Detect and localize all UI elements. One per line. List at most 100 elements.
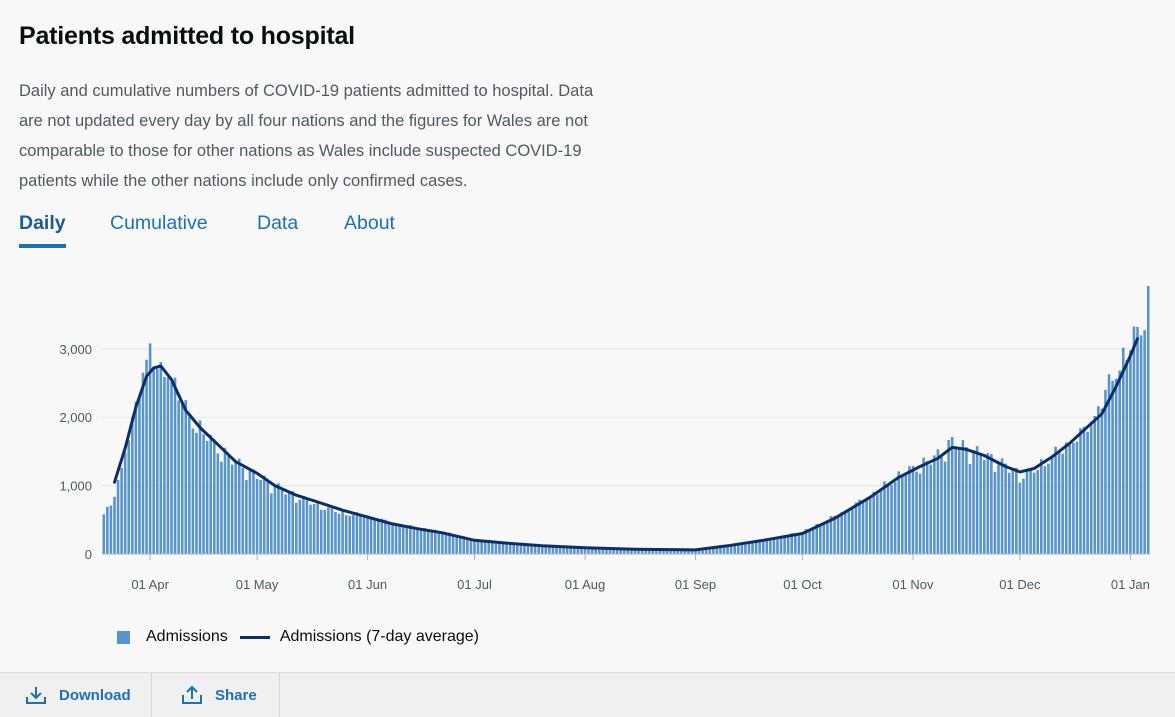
admissions-bar xyxy=(687,549,690,554)
chart-area: 0 1,000 2,000 3,000 01 Apr 01 May 01 Jun 01 Jul… xyxy=(0,280,1175,600)
admissions-bar xyxy=(900,476,904,554)
admissions-bar xyxy=(786,535,790,554)
x-tick-label: 01 Nov xyxy=(892,577,934,592)
admissions-bar xyxy=(316,501,319,554)
admissions-bar xyxy=(480,541,483,554)
admissions-bar xyxy=(647,549,651,554)
admissions-bar xyxy=(605,548,608,554)
tab-about[interactable]: About xyxy=(344,212,395,234)
admissions-bar xyxy=(270,493,273,554)
y-tick-label: 2,000 xyxy=(59,410,92,425)
admissions-bar xyxy=(540,545,544,554)
admissions-bar xyxy=(519,545,523,554)
admissions-bar xyxy=(868,497,872,554)
admissions-bar xyxy=(441,533,444,554)
admissions-bar xyxy=(434,529,437,554)
admissions-bar xyxy=(1043,466,1047,554)
admissions-bar xyxy=(227,455,230,554)
admissions-bar xyxy=(1097,406,1100,554)
admissions-bar xyxy=(747,542,751,554)
admissions-bar xyxy=(430,531,434,554)
admissions-bar xyxy=(569,547,573,554)
admissions-bar xyxy=(986,453,990,554)
admissions-bar xyxy=(883,481,886,554)
admissions-bar xyxy=(1000,458,1004,554)
admissions-bar xyxy=(886,483,890,554)
admissions-bar xyxy=(1015,467,1018,554)
admissions-bar xyxy=(1121,347,1125,554)
admissions-bar xyxy=(818,524,822,554)
admissions-bar xyxy=(266,480,270,554)
admissions-bar xyxy=(1047,463,1050,554)
admissions-bar xyxy=(1129,350,1132,554)
tab-daily[interactable]: Daily xyxy=(19,212,66,248)
admissions-bar xyxy=(209,434,213,554)
admissions-bar xyxy=(444,534,448,554)
admissions-bar xyxy=(965,447,968,554)
admissions-bar xyxy=(1057,450,1061,554)
admissions-bar xyxy=(213,439,216,554)
admissions-bar xyxy=(940,454,943,554)
admissions-bar xyxy=(384,519,387,554)
tab-data[interactable]: Data xyxy=(257,212,299,234)
admissions-bar xyxy=(1054,446,1057,554)
admissions-bar xyxy=(548,546,551,554)
admissions-bar xyxy=(640,549,644,554)
admissions-bar xyxy=(505,543,508,554)
admissions-bar xyxy=(918,473,922,554)
admissions-bar xyxy=(1079,428,1082,554)
admissions-bar xyxy=(865,499,868,554)
admissions-bar xyxy=(737,543,740,554)
admissions-bar xyxy=(790,533,794,554)
admissions-bar xyxy=(1036,469,1039,554)
admissions-bar xyxy=(1075,441,1079,554)
admissions-bar xyxy=(451,534,455,554)
admissions-bar xyxy=(127,440,131,554)
admissions-bar xyxy=(840,512,843,554)
admissions-bar xyxy=(102,514,106,554)
admissions-bar xyxy=(455,536,458,554)
admissions-bar xyxy=(576,547,580,554)
admissions-bar xyxy=(312,503,316,554)
admissions-bar xyxy=(366,515,369,554)
admissions-bar xyxy=(555,546,558,554)
admissions-bar xyxy=(915,471,918,554)
admissions-bar xyxy=(1029,467,1032,554)
admissions-bar xyxy=(359,514,362,554)
admissions-bar xyxy=(1072,442,1075,554)
admissions-bar xyxy=(284,494,287,554)
admissions-bar xyxy=(765,538,769,554)
admissions-bar xyxy=(530,544,533,554)
admissions-bar xyxy=(398,524,401,554)
tab-cumulative[interactable]: Cumulative xyxy=(110,212,208,234)
share-button[interactable]: Share xyxy=(181,673,257,717)
download-button[interactable]: Download xyxy=(25,673,131,717)
admissions-bar xyxy=(740,543,744,554)
admissions-bar xyxy=(772,538,776,554)
admissions-bar xyxy=(412,527,416,554)
admissions-bar xyxy=(483,541,487,554)
admissions-bar xyxy=(662,549,665,554)
admissions-bar xyxy=(708,548,712,554)
admissions-bar xyxy=(298,499,302,554)
legend-swatch-admissions xyxy=(117,630,130,644)
admissions-bar xyxy=(515,543,519,554)
admissions-bar xyxy=(997,464,1000,554)
admissions-bar xyxy=(893,482,897,554)
admissions-bar xyxy=(1004,463,1007,554)
admissions-bar xyxy=(929,464,933,554)
admissions-bar xyxy=(526,544,530,554)
admissions-bar xyxy=(205,441,209,554)
admissions-bar xyxy=(722,546,726,554)
admissions-bar xyxy=(975,446,979,554)
admissions-bar xyxy=(523,544,526,554)
admissions-bar xyxy=(416,529,419,554)
admissions-bar xyxy=(330,507,334,554)
admissions-bar xyxy=(794,535,797,554)
admissions-bar xyxy=(822,523,826,554)
admissions-bar xyxy=(291,491,294,554)
admissions-bar xyxy=(152,368,155,554)
admissions-bar xyxy=(990,454,993,554)
admissions-bar xyxy=(615,548,619,554)
chart-legend: Admissions Admissions (7-day average) xyxy=(117,626,479,648)
